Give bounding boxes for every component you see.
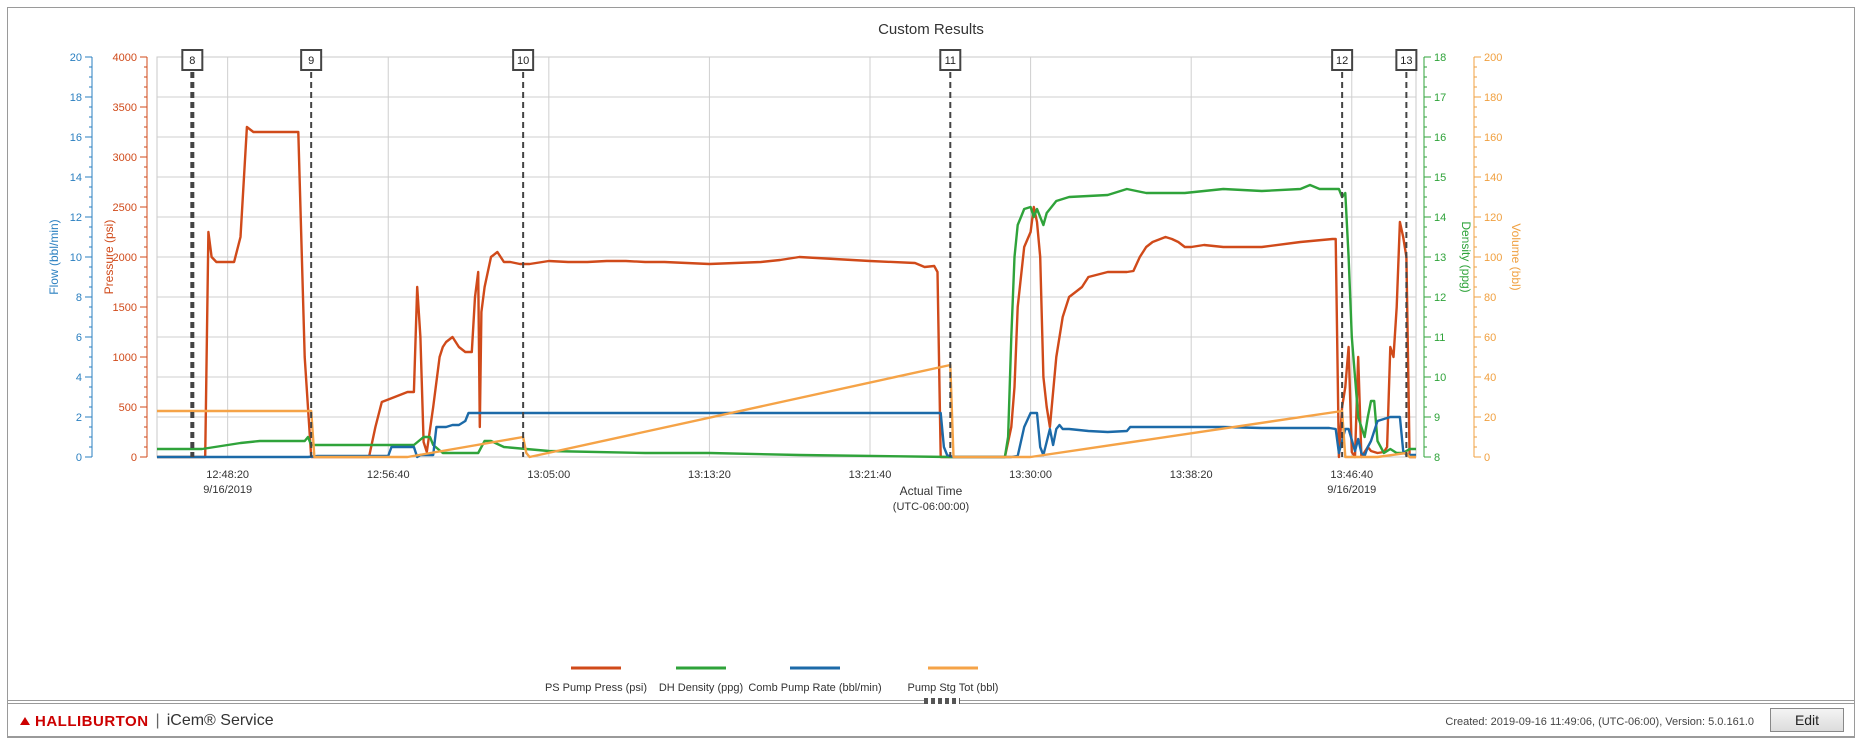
pressure-tick-label: 3000 <box>113 152 137 164</box>
volume-tick-label: 80 <box>1484 292 1496 304</box>
chart-title: Custom Results <box>878 21 984 38</box>
x-tick-label: 13:38:20 <box>1170 469 1213 481</box>
created-info: Created: 2019-09-16 11:49:06, (UTC-06:00… <box>1445 716 1754 728</box>
legend-label: DH Density (ppg) <box>659 682 743 694</box>
density-tick-label: 9 <box>1434 412 1440 424</box>
legend-svg: PS Pump Press (psi) DH Density (ppg) Comb … <box>545 666 999 694</box>
event-marker-box <box>1331 49 1354 71</box>
flow-tick-label: 4 <box>76 372 82 384</box>
pressure-tick-label: 0 <box>131 452 137 464</box>
x-tick-date: 9/16/2019 <box>203 484 252 496</box>
event-marker-box <box>939 49 962 71</box>
flow-tick-label: 12 <box>70 212 82 224</box>
flow-tick-label: 18 <box>70 92 82 104</box>
density-tick-label: 16 <box>1434 132 1446 144</box>
density-tick-label: 13 <box>1434 252 1446 264</box>
flow-axis-label: Flow (bbl/min) <box>47 219 61 294</box>
brand-separator: | <box>155 712 160 729</box>
event-marker-label: 8 <box>189 55 195 67</box>
density-tick-label: 18 <box>1434 52 1446 64</box>
x-axis-sublabel: (UTC-06:00:00) <box>893 501 969 513</box>
splitter-grip-icon[interactable] <box>924 698 960 704</box>
edit-button[interactable]: Edit <box>1770 708 1844 732</box>
legend-label: Comb Pump Rate (bbl/min) <box>748 682 881 694</box>
footer-bar: HALLIBURTON | iCem® Service Created: 201… <box>8 704 1854 737</box>
density-tick-label: 10 <box>1434 372 1446 384</box>
flow-tick-label: 2 <box>76 412 82 424</box>
series-line-1 <box>157 183 1416 459</box>
event-marker-label: 11 <box>945 55 956 67</box>
density-tick-label: 15 <box>1434 172 1446 184</box>
panel-splitter[interactable] <box>8 698 1854 704</box>
x-tick-label: 12:56:40 <box>367 469 410 481</box>
volume-tick-label: 200 <box>1484 52 1502 64</box>
x-tick-label: 13:21:40 <box>849 469 892 481</box>
event-marker-box <box>181 49 204 71</box>
density-tick-label: 14 <box>1434 212 1446 224</box>
density-axis-label: Density (ppg) <box>1459 221 1473 292</box>
pressure-tick-label: 4000 <box>113 52 137 64</box>
pressure-axis-label: Pressure (psi) <box>102 220 116 295</box>
flow-tick-label: 6 <box>76 332 82 344</box>
event-marker-label: 10 <box>517 55 529 67</box>
x-tick-label: 13:30:00 <box>1009 469 1052 481</box>
event-marker-label: 9 <box>308 55 314 67</box>
volume-tick-label: 160 <box>1484 132 1502 144</box>
pressure-tick-label: 1000 <box>113 352 137 364</box>
legend-label: Pump Stg Tot (bbl) <box>908 682 999 694</box>
x-tick-label: 13:13:20 <box>688 469 731 481</box>
flow-tick-label: 0 <box>76 452 82 464</box>
density-tick-label: 8 <box>1434 452 1440 464</box>
volume-tick-label: 120 <box>1484 212 1502 224</box>
volume-tick-label: 140 <box>1484 172 1502 184</box>
legend-label: PS Pump Press (psi) <box>545 682 647 694</box>
pressure-tick-label: 2000 <box>113 252 137 264</box>
flow-tick-label: 16 <box>70 132 82 144</box>
chart-plot: Custom Results 12:48:20 9/16/2019 12:56:40 1… <box>47 21 1523 513</box>
series-line-0 <box>157 125 1416 459</box>
volume-tick-label: 100 <box>1484 252 1502 264</box>
event-marker-label: 12 <box>1336 55 1348 67</box>
event-marker-box <box>512 49 535 71</box>
flow-tick-label: 14 <box>70 172 82 184</box>
volume-axis-label: Volume (bbl) <box>1509 223 1523 290</box>
x-tick-label: 12:48:20 <box>206 469 249 481</box>
event-marker-label: 13 <box>1400 55 1412 67</box>
pressure-tick-label: 2500 <box>113 202 137 214</box>
event-marker-box <box>300 49 323 71</box>
chart-legend: PS Pump Press (psi) DH Density (ppg) Comb … <box>0 658 1862 698</box>
flow-tick-label: 8 <box>76 292 82 304</box>
density-tick-label: 11 <box>1434 332 1445 344</box>
flow-tick-label: 20 <box>70 52 82 64</box>
product-name: iCem® Service <box>166 712 274 729</box>
brand-name: HALLIBURTON <box>35 712 149 730</box>
pressure-tick-label: 1500 <box>113 302 137 314</box>
flow-tick-label: 10 <box>70 252 82 264</box>
series-line-3 <box>157 363 1416 459</box>
halliburton-logo-icon <box>20 717 30 725</box>
volume-tick-label: 20 <box>1484 412 1496 424</box>
volume-tick-label: 180 <box>1484 92 1502 104</box>
volume-tick-label: 60 <box>1484 332 1496 344</box>
pressure-tick-label: 500 <box>119 402 137 414</box>
x-axis-label: Actual Time <box>900 484 963 498</box>
volume-tick-label: 0 <box>1484 452 1490 464</box>
density-tick-label: 17 <box>1434 92 1446 104</box>
x-tick-label: 13:46:40 <box>1330 469 1373 481</box>
event-marker-box <box>1395 49 1418 71</box>
x-tick-label: 13:05:00 <box>527 469 570 481</box>
brand: HALLIBURTON | iCem® Service <box>20 712 274 730</box>
density-tick-label: 12 <box>1434 292 1446 304</box>
x-tick-date: 9/16/2019 <box>1327 484 1376 496</box>
pressure-tick-label: 3500 <box>113 102 137 114</box>
volume-tick-label: 40 <box>1484 372 1496 384</box>
